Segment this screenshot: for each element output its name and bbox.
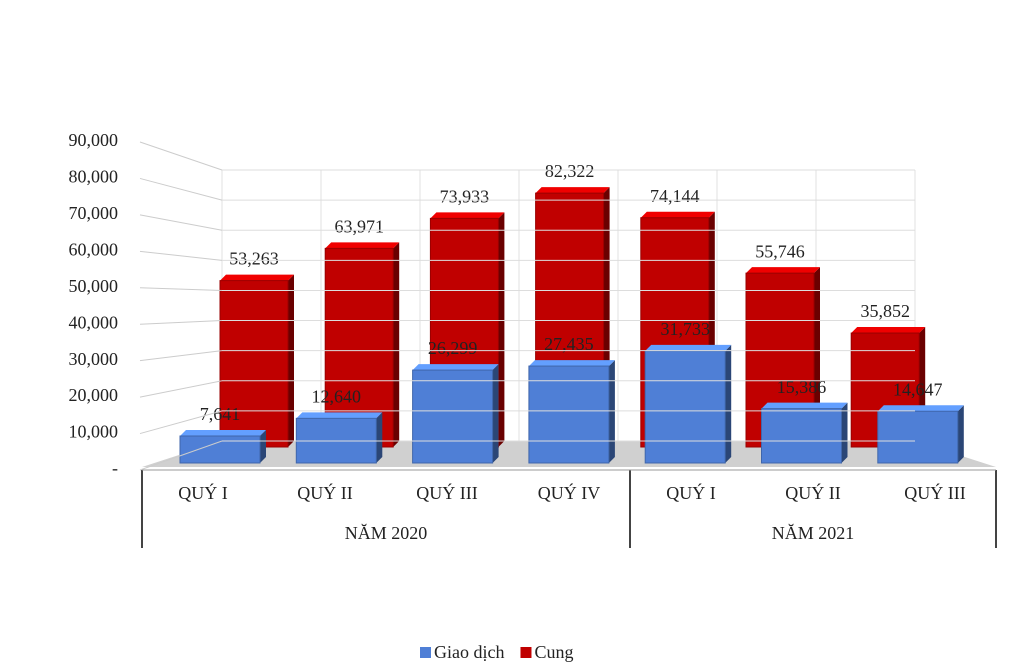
grid-line [139,350,223,362]
bar-front [644,350,726,464]
bar [528,360,615,464]
grid-line [139,410,223,435]
category-box [141,469,997,548]
plot: 53,263 63,971 73,933 82,322 74,144 55,746 35,8… [179,161,964,464]
value-label: 15,386 [777,377,827,397]
y-tick-label: 10,000 [69,422,119,442]
bar-top [430,212,505,219]
group-label: NĂM 2020 [345,523,428,543]
x-tick-label: QUÝ III [904,482,965,503]
value-label: 82,322 [545,161,595,181]
bar-top [877,405,964,412]
grid-line [139,287,223,291]
bar-side [841,402,848,463]
bar-top [528,360,615,367]
bar-side [498,212,505,447]
bar-side [288,274,294,447]
bar-top [761,402,848,409]
bar-top [325,242,400,249]
grid-line [139,214,223,231]
y-tick-label: 20,000 [69,385,119,405]
value-label: 14,647 [893,379,943,399]
value-label: 55,746 [755,241,805,261]
y-tick-label: 30,000 [69,349,119,369]
value-label: 7,641 [200,404,241,424]
y-tick-label: 60,000 [69,239,119,259]
legend-swatch [420,647,431,658]
bar-top [851,327,926,334]
bar-side [957,405,964,463]
value-label: 31,733 [660,319,710,339]
bar-top [412,364,499,371]
bar-side [608,360,615,463]
value-label: 12,640 [312,386,362,406]
bar [179,430,266,464]
bar-front [219,280,289,448]
x-tick-label: QUÝ I [178,482,228,503]
bar-side [393,242,400,447]
bar-top [640,211,715,218]
bar-side [260,430,266,463]
legend-label: Giao dịch [434,642,504,662]
x-tick-label: QUÝ II [785,482,841,503]
bar-top [746,267,820,274]
bar-side [492,364,499,463]
bar-front [761,408,842,464]
value-label: 63,971 [334,217,384,237]
value-label: 53,263 [229,249,279,269]
y-tick-label: 70,000 [69,203,119,223]
grid-line [139,320,223,325]
x-tick-label: QUÝ III [416,482,477,503]
bar-top [296,412,383,419]
bar-side [814,267,820,447]
bar-top [180,430,266,437]
bar-side [725,344,732,463]
y-tick-label: - [112,458,118,478]
bar [761,402,848,464]
value-label: 74,144 [650,186,700,206]
y-tick-label: 50,000 [69,276,119,296]
x-tick-label: QUÝ II [297,482,353,503]
bar-top [645,344,732,351]
x-tick-label: QUÝ IV [538,482,601,503]
y-tick-label: 40,000 [69,312,119,332]
bar-front [877,410,959,464]
grid-line [139,141,223,171]
bar [295,412,383,464]
grid-line [139,380,223,398]
x-tick-label: QUÝ I [666,482,716,503]
bar-front [179,435,261,464]
group-label: NĂM 2021 [772,523,855,543]
bar [877,405,964,464]
bar [644,344,732,464]
value-label: 35,852 [860,301,910,321]
grid-line [139,440,223,471]
grid-line [139,177,223,201]
grid-line [139,250,223,261]
value-label: 27,435 [544,334,594,354]
bar [412,364,499,464]
bar-front [528,365,610,464]
y-tick-label: 80,000 [69,167,119,187]
legend-swatch [520,647,532,658]
bar [219,274,294,448]
bar-front [412,369,494,464]
bar-side [376,412,383,463]
value-label: 73,933 [440,187,490,207]
bar-top [220,274,294,281]
legend-label: Cung [534,642,573,662]
bar-top [535,187,610,194]
value-label: 26,299 [428,338,478,358]
y-tick-label: 90,000 [69,130,119,150]
